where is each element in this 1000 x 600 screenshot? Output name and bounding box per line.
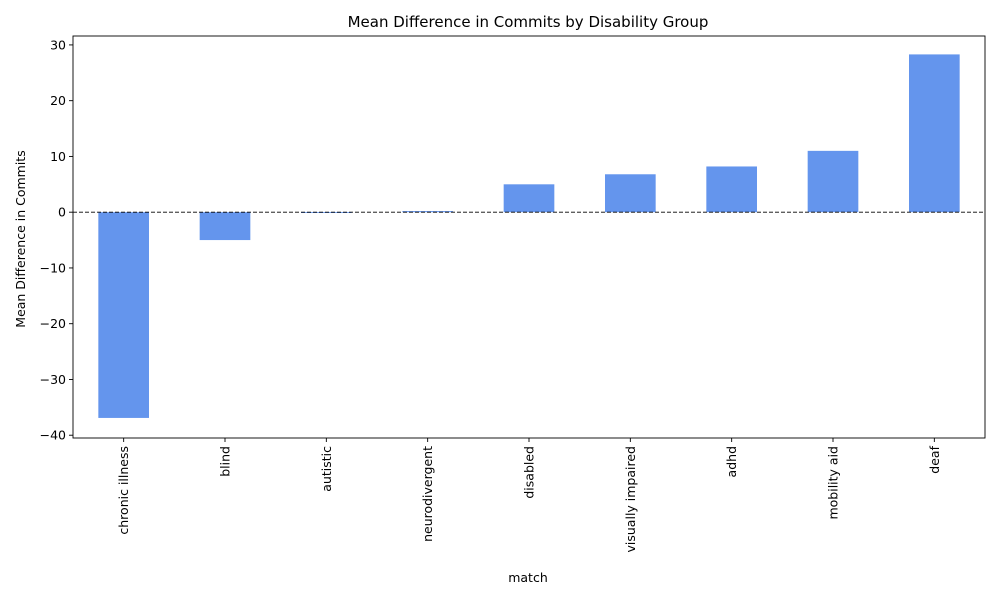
x-tick-label: visually impaired <box>623 446 638 553</box>
y-tick-label: −10 <box>40 260 66 275</box>
y-tick-label: 30 <box>50 37 66 52</box>
y-tick-label: −20 <box>40 316 66 331</box>
x-tick-label: chronic illness <box>116 446 131 535</box>
bar <box>199 212 251 241</box>
y-tick-label: 0 <box>58 205 66 220</box>
x-tick-label: disabled <box>522 446 537 499</box>
x-tick-label: neurodivergent <box>420 446 435 542</box>
bar <box>909 54 960 213</box>
bar <box>98 212 149 418</box>
chart-title: Mean Difference in Commits by Disability… <box>348 13 709 31</box>
y-tick-label: 20 <box>50 93 66 108</box>
x-axis-label: match <box>508 570 548 585</box>
y-tick-label: 10 <box>50 149 66 164</box>
bar <box>503 184 555 213</box>
x-tick-label: autistic <box>319 446 334 492</box>
y-tick-label: −40 <box>40 428 66 443</box>
x-tick-label: adhd <box>724 446 739 477</box>
y-axis-label: Mean Difference in Commits <box>13 150 28 327</box>
bar <box>402 211 453 213</box>
bar <box>706 166 757 213</box>
y-tick-label: −30 <box>40 372 66 387</box>
bar <box>605 174 656 213</box>
plot-area: −40 −30 −20 −10 0 10 20 30 chronic illness blind a… <box>40 35 986 553</box>
x-tick-label: deaf <box>927 445 942 473</box>
bar <box>807 150 859 213</box>
x-tick-label: blind <box>218 446 233 477</box>
x-tick-label: mobility aid <box>826 446 841 520</box>
